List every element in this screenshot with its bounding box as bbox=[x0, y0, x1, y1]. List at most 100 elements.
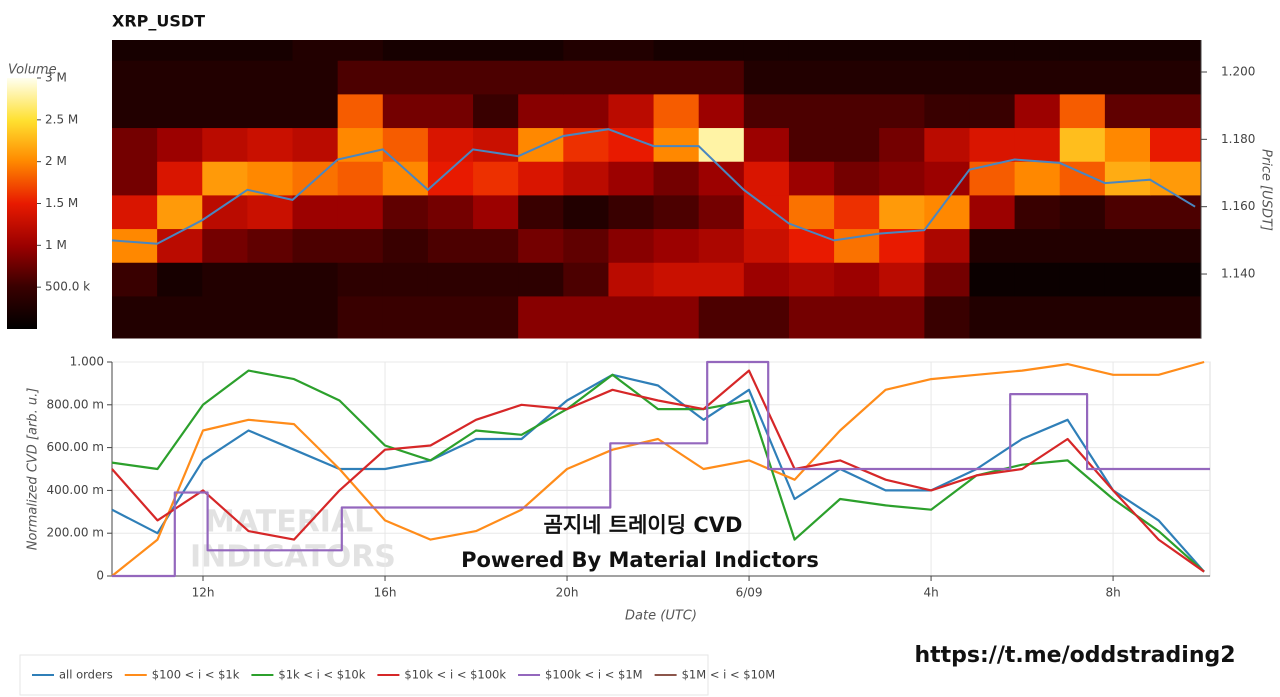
heatmap-cell bbox=[608, 161, 655, 196]
heatmap-cell bbox=[112, 194, 158, 230]
heatmap-cell bbox=[1150, 161, 1202, 196]
heatmap-cell bbox=[112, 60, 158, 95]
heatmap-cell bbox=[427, 262, 474, 297]
chart-title: XRP_USDT bbox=[112, 12, 205, 31]
heatmap-cell bbox=[879, 161, 925, 196]
heatmap-cell bbox=[834, 93, 880, 129]
heatmap-cell bbox=[337, 127, 384, 162]
series-line bbox=[112, 360, 1210, 578]
heatmap-cell bbox=[1059, 60, 1106, 95]
colorbar-label: Volume bbox=[8, 63, 57, 78]
heatmap-cell bbox=[1104, 161, 1151, 196]
heatmap-cell bbox=[1150, 127, 1202, 162]
x-tick-label: 6/09 bbox=[736, 586, 763, 600]
legend-label: all orders bbox=[59, 668, 113, 682]
heatmap-cell bbox=[969, 262, 1016, 297]
heatmap-cell bbox=[924, 60, 970, 95]
series-line bbox=[111, 369, 1205, 573]
heatmap-cell bbox=[698, 40, 745, 61]
y-tick-label: 800.00 m bbox=[47, 397, 105, 411]
heatmap-cell bbox=[337, 295, 384, 339]
heatmap-cell bbox=[112, 40, 158, 61]
heatmap-cell bbox=[653, 60, 700, 95]
heatmap-cell bbox=[292, 194, 339, 230]
heatmap-cell bbox=[698, 93, 745, 129]
legend-label: $100 < i < $1k bbox=[152, 668, 240, 682]
heatmap-cell bbox=[1014, 127, 1061, 162]
heatmap-cell bbox=[157, 228, 203, 263]
heatmap-cell bbox=[924, 127, 970, 162]
heatmap-cell bbox=[698, 295, 745, 339]
colorbar-tick-label: 2.5 M bbox=[45, 112, 78, 126]
heatmap-cell bbox=[924, 40, 970, 61]
heatmap-cell bbox=[563, 228, 609, 263]
x-tick-label: 12h bbox=[192, 586, 215, 600]
heatmap-cell bbox=[337, 228, 384, 263]
colorbar-tick-label: 500.0 k bbox=[45, 280, 90, 294]
heatmap-cell bbox=[382, 262, 429, 297]
heatmap-cell bbox=[879, 262, 925, 297]
heatmap-cell bbox=[112, 127, 158, 162]
heatmap-cell bbox=[698, 228, 745, 263]
heatmap-cell bbox=[112, 262, 158, 297]
y-tick-label: 400.00 m bbox=[47, 483, 105, 497]
heatmap-cell bbox=[247, 40, 294, 61]
heatmap-cell bbox=[924, 295, 970, 339]
heatmap-cell bbox=[382, 161, 429, 196]
heatmap-cell bbox=[698, 262, 745, 297]
x-tick-label: 20h bbox=[556, 586, 579, 600]
heatmap-cell bbox=[473, 228, 519, 263]
colorbar-tick-label: 1 M bbox=[45, 238, 67, 252]
heatmap-cell bbox=[337, 60, 384, 95]
heatmap-cell bbox=[608, 228, 655, 263]
heatmap-cell bbox=[743, 194, 790, 230]
heatmap-cell bbox=[563, 161, 609, 196]
heatmap-cell bbox=[1150, 40, 1202, 61]
heatmap-cell bbox=[247, 60, 294, 95]
heatmap-cell bbox=[202, 93, 248, 129]
heatmap-cell bbox=[788, 93, 835, 129]
heatmap-cell bbox=[473, 60, 519, 95]
heatmap-cell bbox=[879, 93, 925, 129]
heatmap-cell bbox=[1104, 262, 1151, 297]
heatmap-cell bbox=[382, 93, 429, 129]
legend-label: $100k < i < $1M bbox=[545, 668, 643, 682]
heatmap-cell bbox=[1150, 60, 1202, 95]
heatmap-cell bbox=[247, 93, 294, 129]
heatmap-cell bbox=[653, 194, 700, 230]
heatmap-cell bbox=[1104, 60, 1151, 95]
heatmap-cell bbox=[788, 40, 835, 61]
heatmap-cell bbox=[382, 40, 429, 61]
heatmap-cell bbox=[427, 194, 474, 230]
heatmap-cell bbox=[202, 295, 248, 339]
legend-label: $1M < i < $10M bbox=[682, 668, 776, 682]
y-axis-label: Normalized CVD [arb. u.] bbox=[26, 388, 41, 551]
link-text: https://t.me/oddstrading2 bbox=[914, 643, 1235, 668]
heatmap-cell bbox=[788, 262, 835, 297]
heatmap-cell bbox=[1014, 295, 1061, 339]
heatmap-cell bbox=[518, 194, 564, 230]
heatmap-cell bbox=[563, 262, 609, 297]
heatmap-cell bbox=[1059, 262, 1106, 297]
heatmap-cell bbox=[427, 60, 474, 95]
legend-label: $10k < i < $100k bbox=[404, 668, 506, 682]
heatmap-cell bbox=[563, 93, 609, 129]
heatmap-cell bbox=[1150, 93, 1202, 129]
heatmap-cell bbox=[608, 194, 655, 230]
heatmap-cell bbox=[202, 161, 248, 196]
heatmap-cell bbox=[292, 127, 339, 162]
heatmap-cell bbox=[157, 295, 203, 339]
legend: all orders $100 < i < $1k $1k < i < $10k $1… bbox=[32, 668, 775, 682]
heatmap-cell bbox=[202, 228, 248, 263]
colorbar-tick-label: 1.5 M bbox=[45, 196, 78, 210]
heatmap-cell bbox=[698, 127, 745, 162]
heatmap-cell bbox=[563, 194, 609, 230]
overlay-title: 곰지네 트레이딩 CVD bbox=[544, 513, 743, 537]
heatmap-cell bbox=[969, 194, 1016, 230]
heatmap-cell bbox=[1150, 295, 1202, 339]
heatmap-cell bbox=[1150, 194, 1202, 230]
heatmap-cell bbox=[879, 60, 925, 95]
watermark-logo: MATERIAL bbox=[205, 505, 373, 540]
series-line bbox=[111, 369, 1205, 573]
